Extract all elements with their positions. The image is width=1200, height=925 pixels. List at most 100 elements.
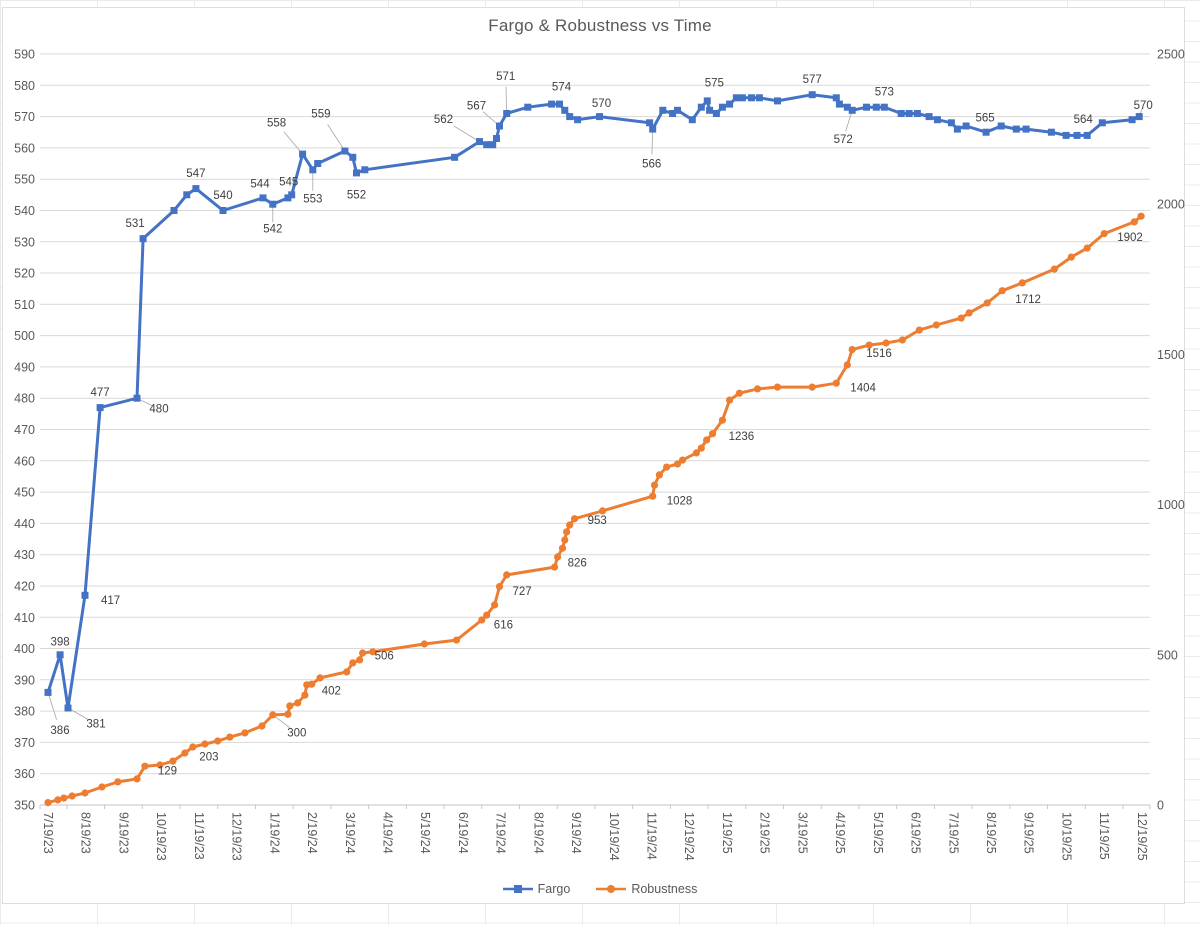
series-marker-fargo[interactable] <box>574 116 582 124</box>
series-marker-fargo[interactable] <box>738 94 746 102</box>
series-marker-fargo[interactable] <box>64 704 72 712</box>
series-marker-robustness[interactable] <box>189 743 197 751</box>
series-marker-fargo[interactable] <box>962 122 970 130</box>
series-marker-fargo[interactable] <box>1098 119 1106 127</box>
series-marker-fargo[interactable] <box>476 138 483 146</box>
series-marker-fargo[interactable] <box>219 207 227 214</box>
series-marker-fargo[interactable] <box>1047 128 1055 136</box>
series-marker-robustness[interactable] <box>294 699 302 707</box>
series-marker-robustness[interactable] <box>554 553 562 561</box>
series-marker-robustness[interactable] <box>301 691 309 699</box>
series-marker-fargo[interactable] <box>732 94 740 102</box>
series-marker-fargo[interactable] <box>688 116 696 124</box>
legend-entry-robustness[interactable]: Robustness <box>596 882 697 896</box>
series-marker-robustness[interactable] <box>709 430 717 438</box>
series-marker-fargo[interactable] <box>1062 131 1070 139</box>
series-marker-robustness[interactable] <box>503 571 511 579</box>
series-marker-robustness[interactable] <box>843 361 851 369</box>
series-marker-fargo[interactable] <box>288 191 296 199</box>
series-marker-robustness[interactable] <box>832 379 840 387</box>
series-marker-robustness[interactable] <box>241 729 249 737</box>
series-marker-robustness[interactable] <box>201 740 209 748</box>
series-marker-robustness[interactable] <box>773 383 782 391</box>
series-marker-fargo[interactable] <box>314 160 322 167</box>
series-marker-fargo[interactable] <box>748 94 755 102</box>
series-marker-fargo[interactable] <box>548 100 556 108</box>
series-marker-robustness[interactable] <box>726 396 734 404</box>
series-marker-fargo[interactable] <box>997 122 1005 130</box>
series-marker-robustness[interactable] <box>998 287 1006 295</box>
series-marker-fargo[interactable] <box>56 651 64 659</box>
series-marker-fargo[interactable] <box>880 103 888 111</box>
series-marker-robustness[interactable] <box>563 528 571 536</box>
chart-area[interactable] <box>2 7 1185 904</box>
series-marker-robustness[interactable] <box>133 775 141 783</box>
series-marker-robustness[interactable] <box>68 792 76 800</box>
series-marker-robustness[interactable] <box>214 737 222 745</box>
series-marker-robustness[interactable] <box>882 339 890 347</box>
series-marker-robustness[interactable] <box>356 656 364 664</box>
series-marker-robustness[interactable] <box>566 521 574 529</box>
series-marker-robustness[interactable] <box>655 471 664 479</box>
series-marker-robustness[interactable] <box>420 640 428 648</box>
series-marker-fargo[interactable] <box>706 106 714 114</box>
series-marker-fargo[interactable] <box>139 235 147 243</box>
series-marker-fargo[interactable] <box>361 166 369 174</box>
series-marker-robustness[interactable] <box>703 436 711 444</box>
series-marker-fargo[interactable] <box>718 103 726 111</box>
series-marker-fargo[interactable] <box>755 94 763 102</box>
series-marker-robustness[interactable] <box>957 314 965 322</box>
series-marker-robustness[interactable] <box>915 326 923 334</box>
series-marker-robustness[interactable] <box>495 583 504 591</box>
series-marker-robustness[interactable] <box>54 796 62 804</box>
series-marker-fargo[interactable] <box>808 91 816 99</box>
series-marker-fargo[interactable] <box>596 113 603 121</box>
series-marker-fargo[interactable] <box>81 591 89 599</box>
series-marker-robustness[interactable] <box>1067 253 1075 261</box>
series-marker-robustness[interactable] <box>316 674 324 682</box>
series-marker-fargo[interactable] <box>913 110 921 117</box>
series-marker-robustness[interactable] <box>753 385 762 393</box>
series-marker-fargo[interactable] <box>1083 131 1091 139</box>
series-marker-robustness[interactable] <box>478 616 486 624</box>
series-marker-robustness[interactable] <box>598 507 607 515</box>
series-marker-fargo[interactable] <box>524 103 532 111</box>
series-marker-robustness[interactable] <box>284 710 292 718</box>
series-marker-fargo[interactable] <box>309 166 317 174</box>
series-marker-fargo[interactable] <box>489 141 497 149</box>
series-marker-fargo[interactable] <box>349 153 357 161</box>
series-marker-fargo[interactable] <box>832 94 840 102</box>
series-marker-fargo[interactable] <box>566 113 574 121</box>
series-marker-fargo[interactable] <box>269 200 277 208</box>
series-marker-robustness[interactable] <box>286 702 294 710</box>
series-marker-fargo[interactable] <box>561 106 569 114</box>
series-marker-robustness[interactable] <box>983 299 991 307</box>
series-marker-robustness[interactable] <box>226 733 234 741</box>
series-marker-robustness[interactable] <box>308 680 316 688</box>
series-marker-fargo[interactable] <box>843 103 851 111</box>
series-marker-fargo[interactable] <box>299 150 307 158</box>
series-marker-robustness[interactable] <box>571 515 579 523</box>
series-line-fargo[interactable] <box>46 93 1141 710</box>
series-marker-fargo[interactable] <box>1135 113 1143 121</box>
series-marker-fargo[interactable] <box>674 106 681 114</box>
series-marker-robustness[interactable] <box>697 444 705 452</box>
series-marker-robustness[interactable] <box>369 648 377 656</box>
series-marker-robustness[interactable] <box>491 601 499 609</box>
series-marker-robustness[interactable] <box>735 389 744 397</box>
series-marker-fargo[interactable] <box>556 100 563 108</box>
series-marker-fargo[interactable] <box>96 404 104 412</box>
series-marker-robustness[interactable] <box>1130 218 1138 226</box>
series-marker-fargo[interactable] <box>669 110 677 117</box>
series-marker-robustness[interactable] <box>114 778 122 786</box>
series-marker-fargo[interactable] <box>697 103 705 111</box>
series-marker-fargo[interactable] <box>183 191 191 199</box>
series-marker-fargo[interactable] <box>284 194 292 202</box>
series-marker-robustness[interactable] <box>1100 230 1108 238</box>
series-marker-robustness[interactable] <box>81 789 89 797</box>
series-marker-fargo[interactable] <box>1128 116 1136 124</box>
series-marker-robustness[interactable] <box>1083 244 1091 252</box>
series-marker-robustness[interactable] <box>483 611 491 619</box>
series-marker-robustness[interactable] <box>269 711 277 719</box>
series-marker-robustness[interactable] <box>44 799 52 807</box>
